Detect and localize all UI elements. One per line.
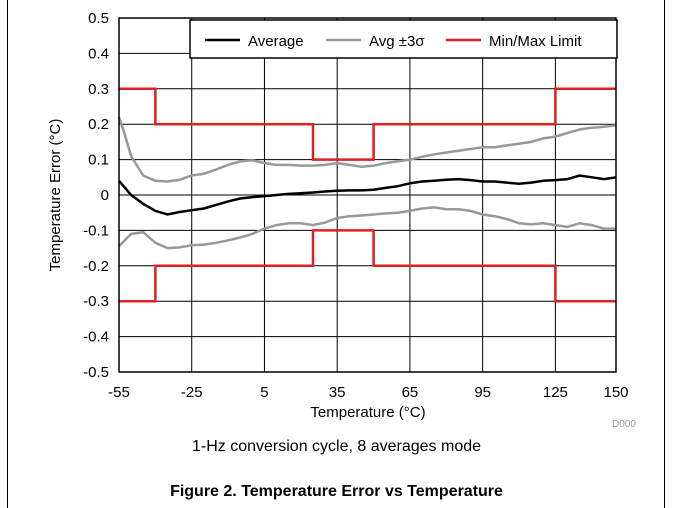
- legend-box: [189, 19, 618, 59]
- plot-border: [118, 17, 617, 373]
- temperature-error-chart: -55 -25 5 35 65 95 125 150 -0.5 -0.4 -0.3 -0.2 -0.1 0…: [47, 10, 636, 430]
- x-tick-label: 95: [474, 384, 491, 401]
- chart-subcaption: 1-Hz conversion cycle, 8 averages mode: [191, 438, 482, 455]
- figure-caption: Figure 2. Temperature Error vs Temperatu…: [170, 483, 503, 500]
- series-avg-plus-3sigma-line: [117, 116, 617, 183]
- y-tick-label: -0.1: [83, 222, 109, 239]
- x-tick-label: 150: [603, 384, 628, 401]
- series-avg-minus-3sigma-line: [118, 206, 616, 250]
- x-tick-label: -25: [181, 384, 203, 401]
- y-tick-label: 0.1: [88, 152, 109, 169]
- legend: Average Avg ±3σ Min/Max Limit: [189, 19, 618, 59]
- series-max-limit-line: [119, 87, 616, 161]
- legend-label-average: Average: [248, 33, 304, 50]
- grid: [118, 17, 617, 373]
- series-average-line: [118, 174, 617, 216]
- y-tick-label: 0: [101, 187, 109, 204]
- x-tick-label: -55: [108, 384, 130, 401]
- x-tick-label: 35: [329, 384, 346, 401]
- x-tick-label: 5: [260, 384, 268, 401]
- frame-left-border: [7, 0, 8, 508]
- x-tick-label: 65: [402, 384, 419, 401]
- tick-labels: -55 -25 5 35 65 95 125 150 -0.5 -0.4 -0.3 -0.2 -0.1 0…: [83, 10, 628, 401]
- x-tick-label: 125: [543, 384, 568, 401]
- y-axis-label: Temperature Error (°C): [47, 119, 64, 272]
- y-tick-label: -0.5: [83, 364, 109, 381]
- y-tick-label: -0.3: [83, 293, 109, 310]
- x-axis-label: Temperature (°C): [310, 404, 425, 421]
- y-tick-label: 0.3: [88, 81, 109, 98]
- y-tick-label: 0.2: [88, 116, 109, 133]
- series-layer: [117, 87, 617, 303]
- y-tick-label: -0.4: [83, 329, 109, 346]
- legend-label-avg3sigma: Avg ±3σ: [369, 33, 425, 50]
- legend-label-minmax: Min/Max Limit: [489, 33, 582, 50]
- y-tick-label: -0.2: [83, 258, 109, 275]
- y-tick-label: 0.4: [88, 45, 109, 62]
- series-min-limit-line: [119, 229, 616, 303]
- watermark-label: D000: [612, 419, 636, 430]
- frame-right-border: [664, 0, 665, 508]
- y-tick-label: 0.5: [88, 10, 109, 27]
